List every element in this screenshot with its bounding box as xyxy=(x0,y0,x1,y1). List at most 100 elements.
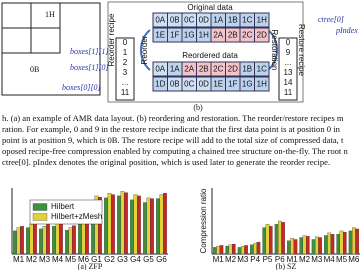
data-cell-label: 1D xyxy=(155,80,165,89)
bar xyxy=(78,224,82,255)
restore-recipe-box xyxy=(278,37,298,101)
bar xyxy=(55,222,60,255)
bar xyxy=(342,232,347,255)
data-cell xyxy=(254,12,270,28)
data-cell-label: 1E xyxy=(213,80,223,89)
bar xyxy=(293,239,298,255)
y-axis-label: Compression ratio xyxy=(199,188,208,253)
bar xyxy=(13,230,17,255)
x-tick-label: M6 xyxy=(78,255,90,264)
data-cell-label: 0A xyxy=(155,16,165,25)
x-tick-label: M2 xyxy=(26,255,38,264)
data-cell-label: 1E xyxy=(155,31,165,40)
bar xyxy=(241,245,245,255)
recipe-entry: 1 xyxy=(123,48,128,57)
bar xyxy=(68,227,73,255)
data-cell-label: 2B xyxy=(199,65,209,74)
x-tick-label: G5 xyxy=(143,255,154,264)
data-cell xyxy=(254,76,270,92)
reorder-label: Reorder xyxy=(140,35,149,64)
panel-caption: (b) xyxy=(193,103,203,112)
bar xyxy=(278,220,282,255)
x-tick-label: M3 xyxy=(311,255,323,264)
bar xyxy=(52,226,56,255)
data-cell-label: 1F xyxy=(170,31,179,40)
data-cell-label: 0B xyxy=(170,80,180,89)
bar xyxy=(20,226,24,255)
layout-label: boxes[1][1] xyxy=(70,47,109,56)
bar xyxy=(299,237,304,255)
bar xyxy=(146,197,151,255)
layout-label: 0B xyxy=(30,65,39,74)
x-tick-label: M1 xyxy=(13,255,25,264)
x-tick-label: M4 xyxy=(52,255,64,264)
bar xyxy=(237,247,242,255)
recipe-entry: ... xyxy=(285,58,292,67)
legend-label: Hilbert xyxy=(51,202,75,211)
bar xyxy=(225,245,230,255)
bar xyxy=(231,243,236,255)
bar xyxy=(111,194,115,255)
bar xyxy=(213,247,217,255)
legend-swatch xyxy=(32,203,48,211)
bar xyxy=(137,195,141,255)
bar xyxy=(290,238,294,255)
data-cell-label: 1B xyxy=(242,65,252,74)
data-cell-label: 0A xyxy=(155,65,165,74)
restoration-label: Restoration xyxy=(270,30,279,71)
recipe-entry: 13 xyxy=(284,68,293,77)
data-cell-label: 2A xyxy=(213,31,223,40)
recipe-entry: 0 xyxy=(123,38,128,47)
bar xyxy=(262,227,267,255)
data-cell-label: 2C xyxy=(242,31,252,40)
x-tick-label: M2 xyxy=(299,255,311,264)
recipe-entry: 9 xyxy=(286,48,291,57)
reorder-recipe-box xyxy=(115,37,135,101)
data-cell xyxy=(254,27,270,43)
bar xyxy=(107,193,112,255)
bar xyxy=(104,197,108,255)
tree-label: pIndex xyxy=(335,26,358,35)
bar xyxy=(72,225,76,255)
legend-swatch xyxy=(32,213,48,221)
bar xyxy=(120,191,125,255)
data-cell-label: 1B xyxy=(228,16,238,25)
bar xyxy=(256,241,261,255)
data-cell-label: 1H xyxy=(257,16,267,25)
x-tick-label: M1 xyxy=(287,255,299,264)
bar xyxy=(315,236,319,255)
caption-line: h. (a) an example of AMR data layout. (b… xyxy=(2,113,344,123)
x-tick-label: M5 xyxy=(65,255,77,264)
bar xyxy=(268,226,273,255)
bar xyxy=(26,227,30,255)
recipe-entry: 0 xyxy=(286,38,291,47)
caption-line: oposed recipe-free compression enabled b… xyxy=(2,146,348,156)
bar xyxy=(336,234,341,255)
x-tick-label: P5 xyxy=(263,255,273,264)
chart-caption: (a) ZFP xyxy=(78,262,103,270)
reordered-label: Reordered data xyxy=(182,51,238,60)
bar xyxy=(302,235,307,255)
x-tick-label: P4 xyxy=(250,255,260,264)
bar xyxy=(143,202,147,255)
bar xyxy=(216,245,220,255)
restore-arrow xyxy=(267,29,278,71)
x-tick-label: M3 xyxy=(237,255,249,264)
bar xyxy=(244,245,248,255)
x-tick-label: M4 xyxy=(324,255,336,264)
x-tick-label: M2 xyxy=(225,255,237,264)
data-cell-label: 2A xyxy=(184,65,194,74)
data-cell-label: 1A xyxy=(213,16,223,25)
recipe-entry: 3 xyxy=(123,68,128,77)
bar xyxy=(274,224,279,255)
caption-line: point is at position 9, which is 0B. The… xyxy=(2,135,344,145)
data-cell-label: 2B xyxy=(228,31,238,40)
bar xyxy=(150,198,154,255)
x-tick-label: M3 xyxy=(39,255,51,264)
bar xyxy=(59,220,63,255)
data-cell-label: 1H xyxy=(199,31,209,40)
data-cell-label: 0D xyxy=(199,16,209,25)
caption-line: ctree[0]. pIndex denotes the original po… xyxy=(2,157,330,167)
data-cell xyxy=(254,61,270,77)
